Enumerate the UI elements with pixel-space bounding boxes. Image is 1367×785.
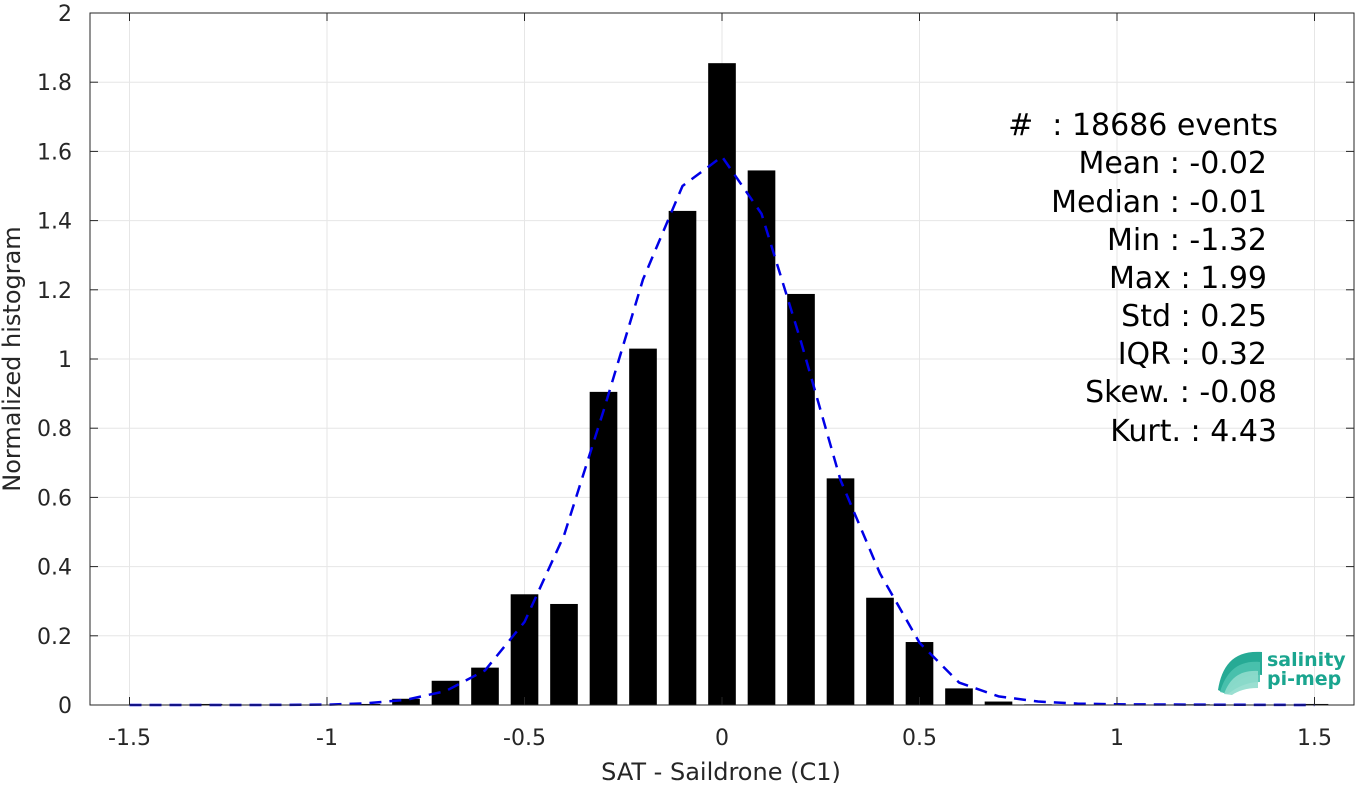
histogram-bar: [194, 703, 223, 705]
histogram-bar: [471, 667, 499, 705]
histogram-bar: [589, 391, 618, 705]
stat-max: Max : 1.99: [1109, 261, 1267, 296]
histogram-bars: [194, 63, 1329, 706]
statistics-annotation: # : 18686 events Mean : -0.02 Median : -…: [1008, 108, 1278, 449]
stat-mean: Mean : -0.02: [1078, 146, 1267, 181]
stat-iqr: IQR : 0.32: [1118, 337, 1267, 372]
y-axis-label: Normalized histogram: [0, 226, 26, 491]
x-axis-label: SAT - Saildrone (C1): [601, 758, 841, 785]
y-tick-label: 1.2: [37, 279, 72, 304]
histogram-bar: [708, 63, 736, 706]
stat-kurtosis: Kurt. : 4.43: [1110, 414, 1277, 449]
y-tick-label: 2: [58, 2, 72, 27]
histogram-bar: [787, 293, 815, 705]
histogram-bar: [747, 170, 776, 705]
x-tick-label: 1: [1110, 726, 1124, 751]
y-tick-label: 1.4: [37, 210, 72, 235]
histogram-bar: [392, 698, 420, 705]
fit-curve-layer: [129, 155, 1315, 707]
y-tick-label: 1.6: [37, 140, 72, 165]
stat-count: # : 18686 events: [1008, 108, 1278, 143]
x-tick-label: -1.5: [108, 726, 151, 751]
x-tick-label: -0.5: [503, 726, 546, 751]
stat-skewness: Skew. : -0.08: [1085, 375, 1277, 410]
histogram-bar: [826, 478, 855, 705]
y-tick-label: 0.4: [37, 556, 72, 581]
histogram-bar: [510, 594, 539, 705]
stat-min: Min : -1.32: [1107, 223, 1267, 258]
x-tick-label: 0: [715, 726, 729, 751]
y-tick-label: 0.6: [37, 486, 72, 511]
x-tick-label: 0.5: [902, 726, 937, 751]
y-tick-label: 0.8: [37, 417, 72, 442]
histogram-bar: [866, 597, 894, 705]
histogram-bar: [984, 701, 1013, 705]
logo-text-pi-mep: pi-mep: [1267, 668, 1341, 690]
histogram-bar: [945, 688, 973, 705]
histogram-bar: [550, 603, 578, 705]
y-tick-label: 0: [58, 694, 72, 719]
salinity-pi-mep-logo: salinity pi-mep: [1218, 649, 1346, 695]
x-tick-label: -1: [316, 726, 338, 751]
y-tick-label: 1: [58, 348, 72, 373]
y-tick-label: 0.2: [37, 625, 72, 650]
histogram-bar: [352, 703, 381, 705]
gaussian-fit-curve: [129, 155, 1315, 707]
y-tick-label: 1.8: [37, 71, 72, 96]
histogram-bar: [905, 642, 934, 705]
axis-ticks: [90, 12, 1354, 706]
stat-median: Median : -0.01: [1051, 185, 1267, 220]
histogram-bar: [629, 348, 657, 705]
x-tick-label: 1.5: [1297, 726, 1332, 751]
wave-logo-icon: [1218, 651, 1262, 695]
histogram-bar: [668, 210, 697, 706]
stat-std: Std : 0.25: [1121, 299, 1267, 334]
axis-tick-labels: -1.5 -1 -0.5 0 0.5 1 1.5 0 0.2 0.4 0.6 0.8 1 1.2 1.4 1.…: [37, 2, 1332, 751]
logo-text-salinity: salinity: [1267, 649, 1346, 671]
